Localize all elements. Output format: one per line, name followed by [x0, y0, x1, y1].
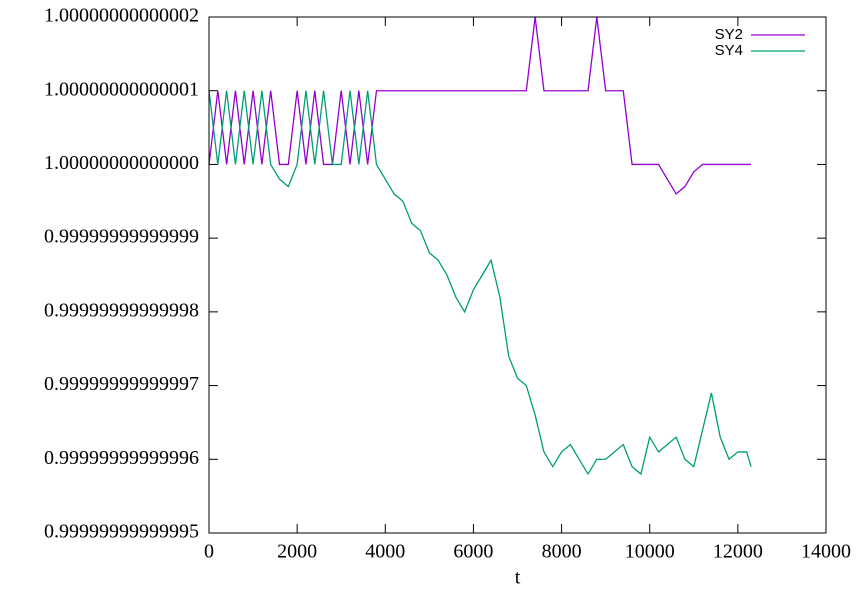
y-tick-label: 0.99999999999997 — [44, 373, 199, 395]
legend-label: SY2 — [715, 26, 743, 43]
x-axis-label: t — [515, 567, 521, 589]
y-tick-label: 0.99999999999995 — [44, 521, 199, 543]
x-tick-label: 10000 — [625, 541, 675, 563]
y-tick-label: 1.00000000000000 — [44, 152, 199, 174]
x-tick-label: 14000 — [801, 541, 851, 563]
y-tick-label: 0.99999999999996 — [44, 447, 199, 469]
x-tick-label: 8000 — [542, 541, 582, 563]
series-line — [208, 16, 752, 195]
x-tick-label: 2000 — [277, 541, 317, 563]
x-tick-label: 6000 — [453, 541, 493, 563]
x-tick-label: 12000 — [713, 541, 763, 563]
x-tick-label: 4000 — [365, 541, 405, 563]
series-line — [208, 90, 752, 476]
y-tick-label: 1.00000000000002 — [44, 5, 199, 27]
plot-frame — [208, 16, 827, 534]
x-tick-label: 0 — [204, 541, 214, 563]
y-tick-label: 0.99999999999998 — [44, 299, 199, 321]
y-tick-label: 1.00000000000001 — [44, 78, 199, 100]
y-tick-label: 0.99999999999999 — [44, 226, 199, 248]
legend-label: SY4 — [715, 42, 743, 59]
